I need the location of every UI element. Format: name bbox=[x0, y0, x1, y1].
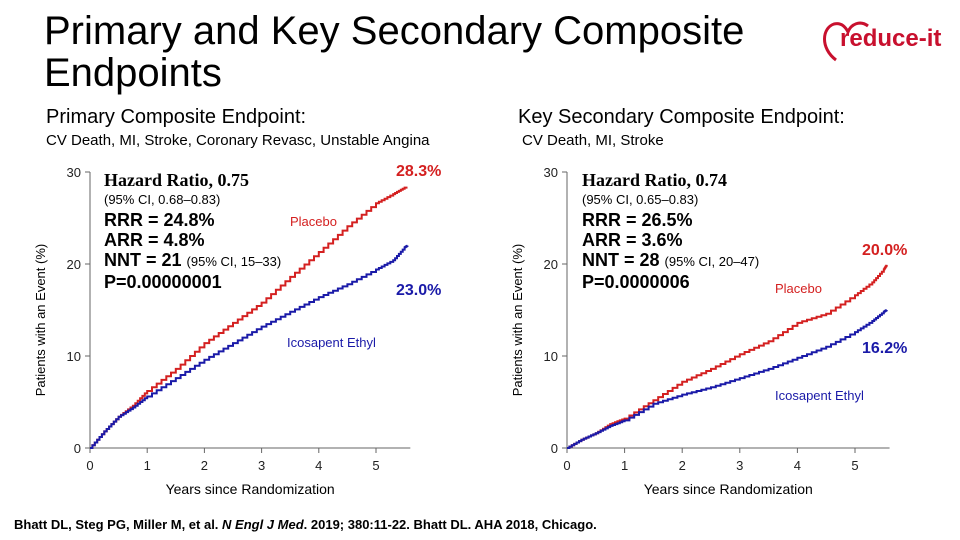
left-hazard-ratio: Hazard Ratio, 0.75 bbox=[104, 170, 249, 190]
right-x-tick-label: 0 bbox=[563, 458, 570, 473]
right-y-tick-label: 20 bbox=[544, 257, 558, 272]
left-icosapent-pct: 23.0% bbox=[396, 282, 442, 299]
left-series-icosapent-line bbox=[90, 244, 409, 449]
page-title: Primary and Key Secondary Composite Endp… bbox=[44, 9, 745, 95]
left-p-value: P=0.00000001 bbox=[104, 272, 222, 292]
right-rrr: RRR = 26.5% bbox=[582, 210, 693, 230]
right-series-icosapent-line bbox=[567, 309, 888, 449]
left-y-tick-label: 10 bbox=[67, 349, 81, 364]
left-panel-title: Primary Composite Endpoint: bbox=[46, 106, 307, 128]
citation-journal: N Engl J Med bbox=[222, 517, 304, 532]
right-x-axis-label: Years since Randomization bbox=[644, 481, 813, 497]
heart-icon bbox=[823, 21, 869, 62]
left-x-tick-label: 0 bbox=[86, 458, 93, 473]
right-x-tick-label: 5 bbox=[851, 458, 858, 473]
right-hazard-ratio: Hazard Ratio, 0.74 bbox=[582, 170, 727, 190]
right-nnt: NNT = 28 bbox=[582, 250, 660, 270]
right-hazard-ci: (95% CI, 0.65–0.83) bbox=[582, 192, 699, 207]
left-x-tick-label: 4 bbox=[315, 458, 322, 473]
right-nnt-row: NNT = 28 (95% CI, 20–47) bbox=[582, 250, 759, 272]
right-panel-subtitle: CV Death, MI, Stroke bbox=[522, 132, 664, 149]
left-panel-subtitle: CV Death, MI, Stroke, Coronary Revasc, U… bbox=[46, 132, 430, 149]
right-y-tick-label: 10 bbox=[544, 349, 558, 364]
reduce-it-logo: reduce-it bbox=[818, 14, 948, 64]
right-icosapent-label: Icosapent Ethyl bbox=[775, 388, 864, 403]
left-nnt: NNT = 21 bbox=[104, 250, 182, 270]
left-y-tick-label: 30 bbox=[67, 165, 81, 180]
left-placebo-label: Placebo bbox=[290, 214, 337, 229]
left-icosapent-label: Icosapent Ethyl bbox=[287, 335, 376, 350]
left-placebo-pct: 28.3% bbox=[396, 163, 442, 180]
right-placebo-pct: 20.0% bbox=[862, 242, 908, 259]
left-x-tick-label: 2 bbox=[201, 458, 208, 473]
left-rrr: RRR = 24.8% bbox=[104, 210, 215, 230]
left-x-tick-label: 3 bbox=[258, 458, 265, 473]
citation-rest: . 2019; 380:11-22. Bhatt DL. AHA 2018, C… bbox=[303, 517, 597, 532]
citation-authors: Bhatt DL, Steg PG, Miller M, et al. bbox=[14, 517, 223, 532]
right-icosapent-pct: 16.2% bbox=[862, 340, 908, 357]
left-hazard-ci: (95% CI, 0.68–0.83) bbox=[104, 192, 221, 207]
right-placebo-label: Placebo bbox=[775, 281, 822, 296]
left-arr: ARR = 4.8% bbox=[104, 230, 205, 250]
left-x-axis-label: Years since Randomization bbox=[166, 481, 335, 497]
right-arr: ARR = 3.6% bbox=[582, 230, 683, 250]
right-y-tick-label: 30 bbox=[544, 165, 558, 180]
right-panel-title: Key Secondary Composite Endpoint: bbox=[518, 106, 845, 128]
left-x-tick-label: 5 bbox=[372, 458, 379, 473]
right-series-placebo-line bbox=[567, 264, 888, 449]
right-nnt-ci: (95% CI, 20–47) bbox=[664, 254, 760, 269]
citation: Bhatt DL, Steg PG, Miller M, et al. N En… bbox=[14, 517, 597, 532]
left-y-tick-label: 20 bbox=[67, 257, 81, 272]
left-x-tick-label: 1 bbox=[144, 458, 151, 473]
left-nnt-ci: (95% CI, 15–33) bbox=[186, 254, 282, 269]
left-nnt-row: NNT = 21 (95% CI, 15–33) bbox=[104, 250, 281, 272]
right-p-value: P=0.0000006 bbox=[582, 272, 690, 292]
right-x-tick-label: 1 bbox=[621, 458, 628, 473]
right-y-axis-label: Patients with an Event (%) bbox=[510, 244, 525, 396]
right-x-tick-label: 2 bbox=[679, 458, 686, 473]
left-y-axis-label: Patients with an Event (%) bbox=[33, 244, 48, 396]
logo-text: reduce-it bbox=[840, 25, 941, 52]
left-y-tick-label: 0 bbox=[74, 441, 81, 456]
right-x-tick-label: 4 bbox=[794, 458, 801, 473]
right-y-tick-label: 0 bbox=[551, 441, 558, 456]
right-x-tick-label: 3 bbox=[736, 458, 743, 473]
